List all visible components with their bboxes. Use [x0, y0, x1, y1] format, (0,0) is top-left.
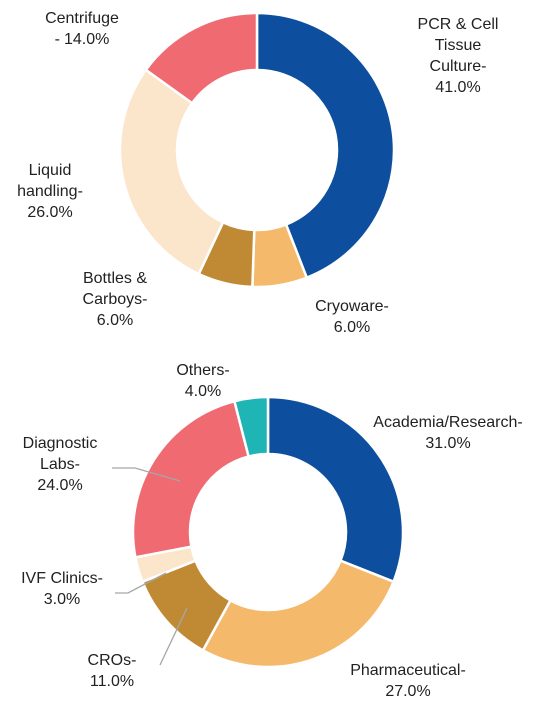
slice-label: Academia/Research- 31.0% [348, 412, 539, 454]
slice-label: Others- 4.0% [158, 360, 248, 402]
value-label: 6.0% [333, 319, 371, 336]
donut-slice [255, 11, 396, 280]
category-label: Cryoware- [315, 298, 389, 315]
value-label: 26.0% [27, 204, 73, 221]
value-label: 27.0% [385, 683, 431, 700]
value-label: 24.0% [37, 477, 83, 494]
category-label: Diagnostic Labs- [22, 435, 98, 473]
category-label: Centrifuge - [45, 10, 119, 48]
category-label: CROs- [87, 652, 137, 669]
category-label: IVF Clinics- [21, 570, 103, 587]
category-label: Academia/Research- [373, 414, 523, 431]
slice-label: Cryoware- 6.0% [302, 296, 402, 338]
category-label: Liquid handling- [17, 162, 83, 200]
slice-label: CROs- 11.0% [72, 650, 152, 692]
value-label: 14.0% [63, 31, 110, 48]
category-label: Pharmaceutical- [350, 662, 466, 679]
value-label: 11.0% [89, 673, 135, 690]
slice-label: Bottles & Carboys- 6.0% [70, 268, 160, 331]
value-label: 3.0% [43, 591, 81, 608]
slice-label: Liquid handling- 26.0% [5, 160, 95, 223]
slice-label: IVF Clinics- 3.0% [7, 568, 117, 610]
value-label: 6.0% [96, 312, 134, 329]
donut-slice [201, 559, 396, 669]
slice-label: Diagnostic Labs- 24.0% [10, 433, 110, 496]
category-label: Others- [176, 362, 230, 379]
value-label: 31.0% [425, 435, 471, 452]
category-label: Bottles & Carboys- [82, 270, 148, 308]
donut-slice [144, 11, 259, 105]
leader-line [115, 572, 167, 594]
donut-slice [131, 399, 251, 559]
slice-label: Pharmaceutical- 27.0% [328, 660, 488, 702]
donut-slice [266, 395, 405, 584]
value-label: 4.0% [184, 383, 222, 400]
donut-slice [232, 395, 270, 458]
slice-label: Centrifuge -14.0% [36, 8, 128, 50]
slice-label: PCR & Cell Tissue Culture- 41.0% [408, 14, 508, 98]
category-label: PCR & Cell Tissue Culture- [417, 16, 499, 75]
value-label: 41.0% [435, 79, 481, 96]
donut-slice [118, 68, 225, 276]
leader-line [112, 467, 181, 482]
leader-line [159, 607, 188, 666]
